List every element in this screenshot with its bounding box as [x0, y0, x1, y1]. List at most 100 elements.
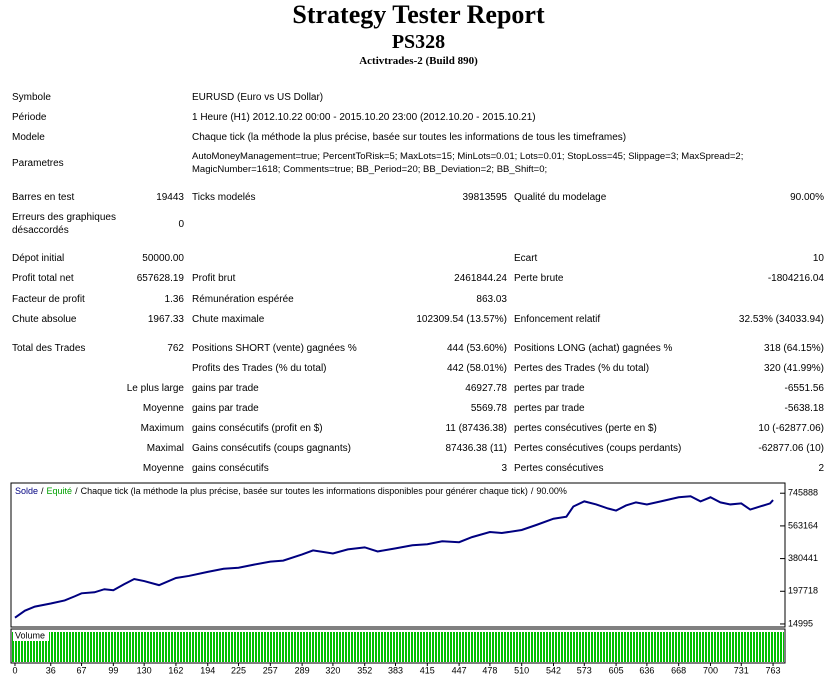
- x-tick-label: 763: [766, 665, 781, 675]
- row-label: Erreurs des graphiques: [12, 212, 116, 223]
- y-tick-label: 745888: [788, 488, 818, 498]
- row-value: 442 (58.01%): [446, 362, 507, 374]
- row-value: Maximal: [146, 442, 184, 454]
- row-label: Chute maximale: [192, 313, 265, 325]
- x-tick-label: 320: [325, 665, 340, 675]
- y-tick-label: 197718: [788, 586, 818, 596]
- x-tick-label: 162: [168, 665, 183, 675]
- row-value: -1804216.04: [767, 272, 824, 284]
- x-tick-label: 731: [734, 665, 749, 675]
- row-value: 5569.78: [470, 402, 507, 414]
- row-value: -6551.56: [784, 382, 824, 394]
- x-tick-label: 0: [12, 665, 17, 675]
- row-value: 10: [812, 252, 824, 264]
- x-tick-label: 352: [357, 665, 372, 675]
- row-label: Pertes consécutives (coups perdants): [514, 442, 682, 454]
- row-label: Facteur de profit: [12, 293, 85, 305]
- row-label: Perte brute: [514, 272, 564, 284]
- x-tick-label: 605: [609, 665, 624, 675]
- y-tick-label: 563164: [788, 520, 818, 530]
- row-value: 1 Heure (H1) 2012.10.22 00:00 - 2015.10.…: [192, 111, 536, 123]
- chart-legend: Solde / Equité / Chaque tick (la méthode la …: [15, 486, 567, 496]
- x-tick-label: 130: [137, 665, 152, 675]
- row-value: 87436.38 (11): [445, 442, 507, 454]
- volume-frame: [10, 628, 786, 664]
- row-value: 1967.33: [147, 313, 184, 325]
- legend-part: 90.00%: [536, 486, 567, 496]
- volume-label: Volume: [15, 630, 45, 640]
- report-title: Strategy Tester Report: [292, 0, 545, 29]
- row-value: EURUSD (Euro vs US Dollar): [192, 91, 324, 103]
- row-value: AutoMoneyManagement=true; PercentToRisk=…: [192, 151, 744, 162]
- row-label: Enfoncement relatif: [514, 313, 601, 325]
- row-value: 2461844.24: [454, 272, 507, 284]
- row-value: 863.03: [476, 293, 507, 305]
- x-tick-label: 194: [200, 665, 215, 675]
- row-value: Le plus large: [126, 382, 184, 394]
- broker: Activtrades-2 (Build 890): [359, 55, 478, 67]
- row-label: gains consécutifs (profit en $): [192, 422, 323, 434]
- row-value: Maximum: [140, 422, 184, 434]
- balance-line: [14, 495, 774, 619]
- x-tick-label: 700: [703, 665, 718, 675]
- row-value: 11 (87436.38): [445, 422, 507, 434]
- x-tick-label: 668: [671, 665, 686, 675]
- row-label: Gains consécutifs (coups gagnants): [192, 442, 351, 454]
- x-tick-label: 447: [452, 665, 467, 675]
- legend-part: Solde: [15, 486, 38, 496]
- row-value: 657628.19: [136, 272, 184, 284]
- x-tick-label: 383: [388, 665, 403, 675]
- row-value: -5638.18: [784, 402, 824, 414]
- row-value: 320 (41.99%): [763, 362, 824, 374]
- row-value: 3: [501, 462, 507, 474]
- row-value: 39813595: [462, 191, 508, 203]
- row-value: Moyenne: [142, 462, 184, 474]
- x-tick-label: 415: [420, 665, 435, 675]
- x-tick-label: 636: [639, 665, 654, 675]
- row-label: désaccordés: [12, 225, 69, 236]
- row-label: Pertes consécutives: [514, 462, 604, 474]
- row-value: 1.36: [164, 293, 184, 305]
- legend-separator: /: [531, 486, 534, 496]
- row-value: 90.00%: [790, 191, 824, 203]
- row-label: Profits des Trades (% du total): [192, 362, 327, 374]
- y-tick-label: 380441: [788, 553, 818, 563]
- row-label: Dépot initial: [12, 252, 65, 264]
- row-label: Chute absolue: [12, 313, 77, 325]
- row-label: Total des Trades: [12, 342, 86, 354]
- legend-separator: /: [41, 486, 44, 496]
- row-value: 762: [167, 342, 184, 354]
- row-value: -62877.06 (10): [758, 442, 824, 454]
- row-label: Qualité du modelage: [514, 191, 607, 203]
- row-label: Profit total net: [12, 272, 74, 284]
- row-label: Ecart: [514, 252, 538, 264]
- row-label: Période: [12, 111, 47, 123]
- row-value: 2: [818, 462, 824, 474]
- row-label: Modele: [12, 131, 45, 143]
- volume-label-bg: [13, 631, 49, 641]
- report-subtitle: PS328: [391, 31, 446, 53]
- row-label: gains consécutifs: [192, 462, 269, 474]
- row-value: 10 (-62877.06): [758, 422, 824, 434]
- row-value: 0: [178, 218, 184, 230]
- x-tick-label: 510: [514, 665, 529, 675]
- row-label: pertes par trade: [514, 402, 585, 414]
- row-value: 19443: [156, 191, 184, 203]
- row-value: Chaque tick (la méthode la plus précise,…: [192, 131, 627, 143]
- x-tick-label: 36: [46, 665, 56, 675]
- legend-part: Equité: [47, 486, 73, 496]
- row-label: Positions SHORT (vente) gagnées %: [192, 342, 357, 354]
- x-tick-label: 478: [482, 665, 497, 675]
- row-value: 318 (64.15%): [763, 342, 824, 354]
- row-label: gains par trade: [192, 402, 259, 414]
- row-label: Rémunération espérée: [192, 293, 294, 305]
- row-value: 102309.54 (13.57%): [416, 313, 507, 325]
- row-value: Moyenne: [142, 402, 184, 414]
- x-tick-label: 289: [295, 665, 310, 675]
- x-tick-label: 99: [108, 665, 118, 675]
- row-value: 444 (53.60%): [446, 342, 507, 354]
- x-tick-label: 225: [231, 665, 246, 675]
- row-value: 46927.78: [465, 382, 507, 394]
